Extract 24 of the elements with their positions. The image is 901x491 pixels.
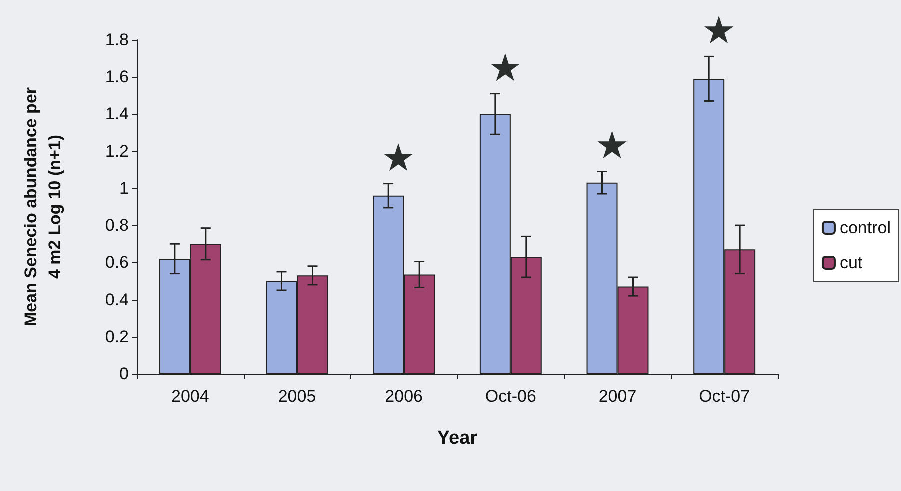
y-tick-label: 0.6 xyxy=(105,253,129,272)
legend-label: control xyxy=(840,218,892,238)
y-tick-label: 1 xyxy=(120,178,129,198)
x-tick-label: 2005 xyxy=(278,387,316,406)
y-tick-label: 1.2 xyxy=(105,142,129,161)
x-tick-label: 2007 xyxy=(598,387,637,406)
y-tick-label: 1.4 xyxy=(105,104,129,124)
y-tick-label: 1.6 xyxy=(105,68,129,87)
y-tick-label: 0 xyxy=(120,364,129,384)
x-tick-label: Oct-06 xyxy=(485,387,536,406)
annotation: ★ xyxy=(488,46,522,90)
y-tick-label: 1.8 xyxy=(105,30,129,50)
y-tick-label: 0.4 xyxy=(105,290,129,310)
y-axis-title: Mean Senecio abundance per 4 m2 Log 10 (n+1) xyxy=(22,87,64,327)
x-tick-label: 2006 xyxy=(385,387,423,406)
x-tick-label: 2004 xyxy=(172,387,210,406)
annotation: ★ xyxy=(702,8,736,53)
annotation: ★ xyxy=(382,136,416,180)
legend-label: cut xyxy=(840,254,863,272)
x-axis-title: Year xyxy=(437,428,478,449)
y-tick-label: 0.8 xyxy=(105,216,129,236)
x-tick-label: Oct-07 xyxy=(699,387,750,406)
annotation: ★ xyxy=(595,124,630,168)
y-tick-label: 0.2 xyxy=(105,327,129,346)
